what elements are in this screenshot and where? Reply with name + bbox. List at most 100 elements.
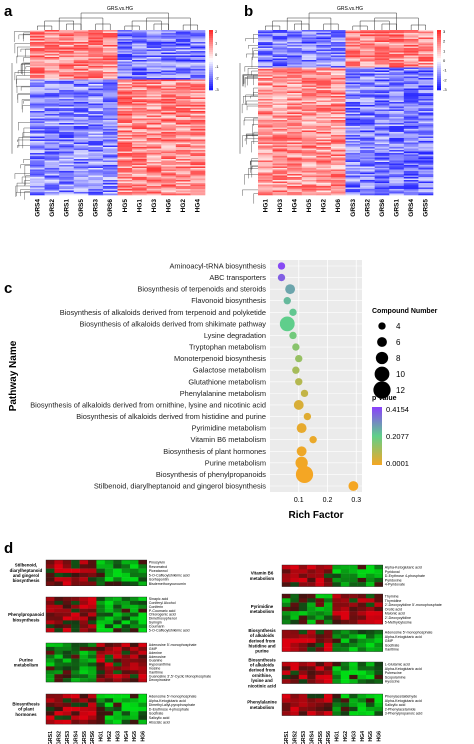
heatmap-cell — [287, 82, 303, 85]
heatmap-cell — [30, 163, 45, 166]
metabolite-cell — [366, 694, 375, 699]
heatmap-cell — [59, 181, 75, 184]
heatmap-cell — [345, 46, 361, 49]
heatmap-cell — [301, 79, 317, 82]
heatmap-cell — [117, 76, 133, 79]
heatmap-cell — [146, 105, 162, 107]
metabolite-cell — [54, 706, 63, 712]
heatmap-cell — [374, 34, 390, 37]
metabolite-cell — [79, 568, 89, 574]
heatmap-cell — [73, 63, 89, 65]
metabolite-cell — [315, 573, 325, 579]
metabolite-cell — [88, 650, 97, 655]
heatmap-cell — [418, 133, 434, 136]
heatmap-cell — [132, 193, 147, 196]
compound-label: Dimethyl-allyl-pyrophosphate — [149, 703, 195, 707]
heatmap-cell — [360, 91, 375, 94]
block-border — [281, 629, 384, 652]
heatmap-cell — [117, 169, 133, 172]
heatmap-cell — [360, 177, 375, 179]
column-label: HG4 — [291, 199, 298, 213]
heatmap-cell — [73, 115, 89, 118]
heatmap-cell — [102, 94, 118, 97]
heatmap-cell — [418, 175, 434, 178]
metabolite-cell — [357, 594, 367, 599]
heatmap-cell — [360, 172, 375, 175]
heatmap-cell — [345, 82, 361, 85]
metabolite-cell — [282, 577, 291, 583]
heatmap-cell — [132, 109, 147, 112]
heatmap-cell — [73, 148, 89, 151]
metabolite-cell — [54, 654, 63, 659]
heatmap-cell — [345, 130, 361, 133]
heatmap-cell — [374, 159, 390, 161]
heatmap-cell — [102, 73, 118, 76]
heatmap-cell — [102, 43, 118, 46]
heatmap-cell — [175, 174, 191, 176]
heatmap-cell — [330, 52, 346, 55]
heatmap-cell — [287, 85, 303, 88]
heatmap-cell — [88, 33, 104, 35]
heatmap-cell — [316, 114, 332, 116]
metabolite-cell — [96, 702, 105, 708]
metabolite-cell — [366, 577, 375, 583]
heatmap-cell — [88, 100, 104, 103]
metabolite-cell — [96, 581, 105, 586]
heatmap-cell — [272, 130, 288, 133]
compound-label: Guanine — [149, 659, 163, 663]
heatmap-cell — [258, 147, 273, 149]
heatmap-cell — [316, 126, 332, 128]
metabolite-cell — [366, 674, 375, 680]
heatmap-cell — [418, 147, 434, 149]
heatmap-cell — [88, 49, 104, 52]
heatmap-cell — [316, 162, 332, 164]
scale-segment — [437, 30, 441, 33]
metabolite-cell — [46, 620, 55, 625]
heatmap-cell — [301, 81, 317, 83]
heatmap-cell — [190, 138, 206, 140]
metabolite-cell — [307, 615, 316, 620]
heatmap-cell — [73, 76, 89, 79]
heatmap-cell — [88, 105, 104, 107]
heatmap-cell — [132, 165, 147, 167]
heatmap-cell — [117, 66, 133, 68]
heatmap-cell — [190, 193, 206, 196]
heatmap-cell — [287, 154, 303, 157]
heatmap-cell — [316, 124, 332, 127]
heatmap-cell — [88, 180, 104, 182]
metabolite-cell — [340, 638, 350, 644]
compound-label: 5-Methylcytosine — [385, 620, 412, 624]
heatmap-cell — [161, 99, 177, 101]
column-label: GRS5 — [423, 199, 430, 217]
heatmap-cell — [146, 42, 162, 44]
heatmap-cell — [301, 142, 317, 145]
heatmap-cell — [161, 43, 177, 46]
heatmap-cell — [190, 48, 206, 50]
heatmap-cell — [190, 145, 206, 148]
heatmap-cell — [73, 31, 89, 34]
heatmap-cell — [30, 63, 45, 65]
heatmap-cell — [330, 93, 346, 95]
heatmap-cell — [73, 181, 89, 184]
metabolite-cell — [130, 604, 139, 609]
compound-label: Chlorogenic acid — [149, 613, 176, 617]
heatmap-cell — [190, 73, 206, 76]
heatmap-cell — [258, 174, 273, 176]
heatmap-cell — [88, 51, 104, 53]
heatmap-cell — [287, 93, 303, 95]
heatmap-cell — [403, 49, 419, 52]
heatmap-cell — [73, 72, 89, 74]
heatmap-cell — [44, 79, 60, 82]
metabolite-cell — [62, 711, 72, 716]
heatmap-cell — [316, 88, 332, 91]
heatmap-cell — [403, 147, 419, 149]
heatmap-cell — [301, 136, 317, 139]
heatmap-cell — [330, 66, 346, 68]
heatmap-cell — [102, 70, 118, 73]
heatmap-cell — [301, 99, 317, 101]
heatmap-cell — [73, 133, 89, 136]
heatmap-cell — [88, 46, 104, 49]
heatmap-cell — [272, 40, 288, 43]
scale-segment — [209, 70, 213, 73]
